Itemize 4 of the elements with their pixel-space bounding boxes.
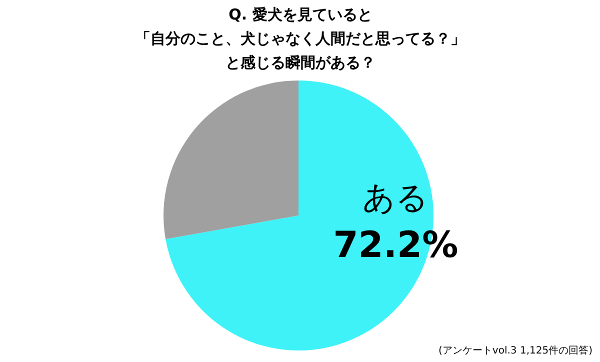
slice-label: ある: [362, 178, 429, 216]
chart-subtitle: 「自分のこと、犬じゃなく人間だと思ってる？」と感じる瞬間がある？: [136, 30, 466, 72]
chart-title: Q. 愛犬を見ていると: [228, 6, 372, 24]
text: (アンケートvol.3 1,125件の回答): [438, 344, 593, 356]
